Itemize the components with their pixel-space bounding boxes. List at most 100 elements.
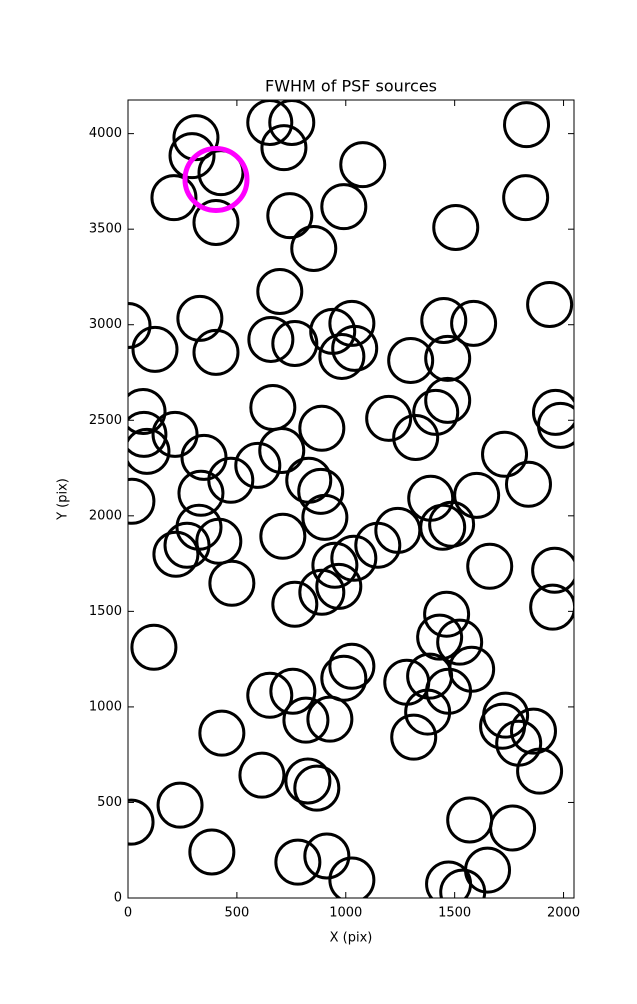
source-marker: [479, 702, 527, 750]
source-marker: [503, 101, 551, 149]
source-marker: [424, 376, 472, 424]
source-marker: [423, 590, 471, 638]
x-tick-label: 2000: [547, 906, 580, 921]
source-marker: [128, 477, 156, 525]
source-marker: [128, 427, 171, 475]
source-marker: [489, 804, 537, 852]
source-marker: [131, 325, 179, 373]
source-marker: [128, 798, 155, 846]
source-marker: [412, 388, 460, 436]
y-tick-label: 2500: [89, 413, 122, 428]
source-marker: [432, 203, 480, 251]
source-marker: [192, 198, 240, 246]
source-marker: [238, 751, 286, 799]
source-marker: [256, 267, 304, 315]
y-tick-label: 1000: [89, 699, 122, 714]
y-tick-label: 500: [97, 795, 122, 810]
source-marker: [176, 294, 224, 342]
source-marker: [195, 517, 243, 565]
source-marker: [481, 430, 529, 478]
source-marker: [156, 781, 204, 829]
source-marker: [404, 688, 452, 736]
source-marker: [290, 224, 338, 272]
source-marker: [246, 671, 294, 719]
source-marker: [282, 696, 330, 744]
source-marker: [266, 192, 314, 240]
source-marker: [387, 336, 435, 384]
source-marker: [297, 467, 345, 515]
x-tick-label: 0: [124, 906, 132, 921]
source-marker: [428, 500, 476, 548]
plot-frame: [127, 99, 575, 899]
source-marker: [234, 441, 282, 489]
source-marker: [268, 100, 316, 147]
source-marker: [439, 868, 487, 898]
x-tick-label: 1500: [438, 906, 471, 921]
source-marker: [365, 394, 413, 442]
source-marker: [269, 667, 317, 715]
source-marker: [163, 521, 211, 569]
chart-title: FWHM of PSF sources: [265, 77, 437, 96]
source-marker: [259, 512, 307, 560]
y-tick-label: 3000: [89, 317, 122, 332]
source-marker: [436, 618, 484, 666]
source-marker: [328, 642, 376, 690]
y-tick-label: 2000: [89, 508, 122, 523]
y-tick-label: 3500: [89, 222, 122, 237]
source-marker: [303, 832, 351, 880]
source-marker: [274, 838, 322, 886]
source-marker: [260, 124, 308, 172]
source-marker: [298, 568, 346, 616]
source-marker: [298, 404, 346, 452]
source-marker: [318, 332, 366, 380]
source-marker: [516, 747, 564, 795]
source-marker: [328, 856, 376, 898]
source-marker: [502, 174, 550, 222]
source-marker: [246, 100, 294, 147]
source-marker: [128, 301, 152, 349]
y-tick-label: 0: [114, 891, 122, 906]
source-marker: [188, 828, 236, 876]
y-axis-label: Y (pix): [56, 478, 71, 521]
source-marker: [416, 613, 464, 661]
source-marker: [392, 413, 440, 461]
source-marker: [172, 114, 220, 162]
source-marker: [130, 623, 178, 671]
source-marker: [151, 410, 199, 458]
source-marker: [207, 456, 255, 504]
source-marker: [328, 299, 376, 347]
source-marker: [448, 645, 496, 693]
source-marker: [453, 471, 501, 519]
source-marker: [150, 174, 198, 222]
source-marker: [128, 387, 167, 435]
source-marker: [247, 315, 295, 363]
source-marker: [301, 493, 349, 541]
source-marker: [198, 709, 246, 757]
source-marker: [531, 388, 574, 436]
source-marker: [208, 559, 256, 607]
source-marker: [529, 583, 574, 631]
source-marker: [509, 707, 557, 755]
source-marker: [128, 410, 168, 458]
x-tick-label: 500: [224, 906, 249, 921]
source-marker: [526, 280, 574, 328]
source-marker: [284, 757, 332, 805]
source-marker: [537, 401, 574, 449]
x-axis-label: X (pix): [330, 931, 373, 946]
source-marker: [504, 460, 552, 508]
source-marker: [330, 534, 378, 582]
source-marker: [339, 141, 387, 189]
source-marker: [424, 334, 472, 382]
source-marker: [311, 541, 359, 589]
source-marker: [168, 132, 216, 180]
source-marker: [258, 426, 306, 474]
x-tick-label: 1000: [329, 906, 362, 921]
source-marker: [390, 713, 438, 761]
source-marker: [177, 469, 225, 517]
source-marker: [331, 324, 379, 372]
source-marker: [531, 546, 574, 594]
source-marker: [271, 580, 319, 628]
source-marker: [271, 319, 319, 367]
source-marker: [306, 695, 354, 743]
